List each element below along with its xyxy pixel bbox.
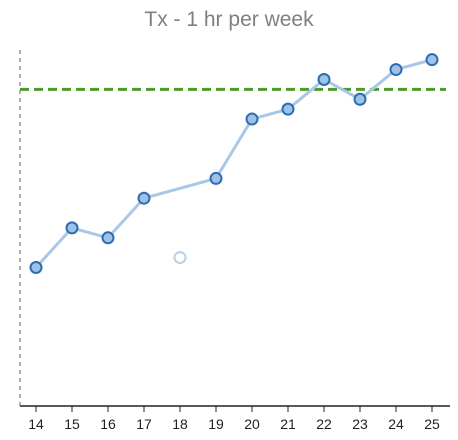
x-tick-label: 15: [64, 416, 80, 432]
chart-title: Tx - 1 hr per week: [144, 8, 314, 31]
data-point: [317, 72, 331, 86]
data-point: [65, 221, 79, 235]
data-point: [209, 171, 223, 185]
data-point: [281, 102, 295, 116]
x-tick-label: 19: [208, 416, 224, 432]
x-tick-label: 14: [28, 416, 44, 432]
x-tick-label: 22: [316, 416, 332, 432]
data-point: [389, 63, 403, 77]
x-tick-label: 20: [244, 416, 260, 432]
x-tick-label: 24: [388, 416, 404, 432]
x-tick-label: 21: [280, 416, 296, 432]
x-tick-label: 25: [424, 416, 440, 432]
x-tick-label: 17: [136, 416, 152, 432]
data-point: [101, 231, 115, 245]
x-tick-label: 23: [352, 416, 368, 432]
data-point: [29, 260, 43, 274]
outlier-point: [173, 251, 187, 265]
x-tick-label: 16: [100, 416, 116, 432]
data-point: [137, 191, 151, 205]
data-point: [353, 92, 367, 106]
data-point: [425, 53, 439, 67]
data-point: [245, 112, 259, 126]
x-tick-label: 18: [172, 416, 188, 432]
